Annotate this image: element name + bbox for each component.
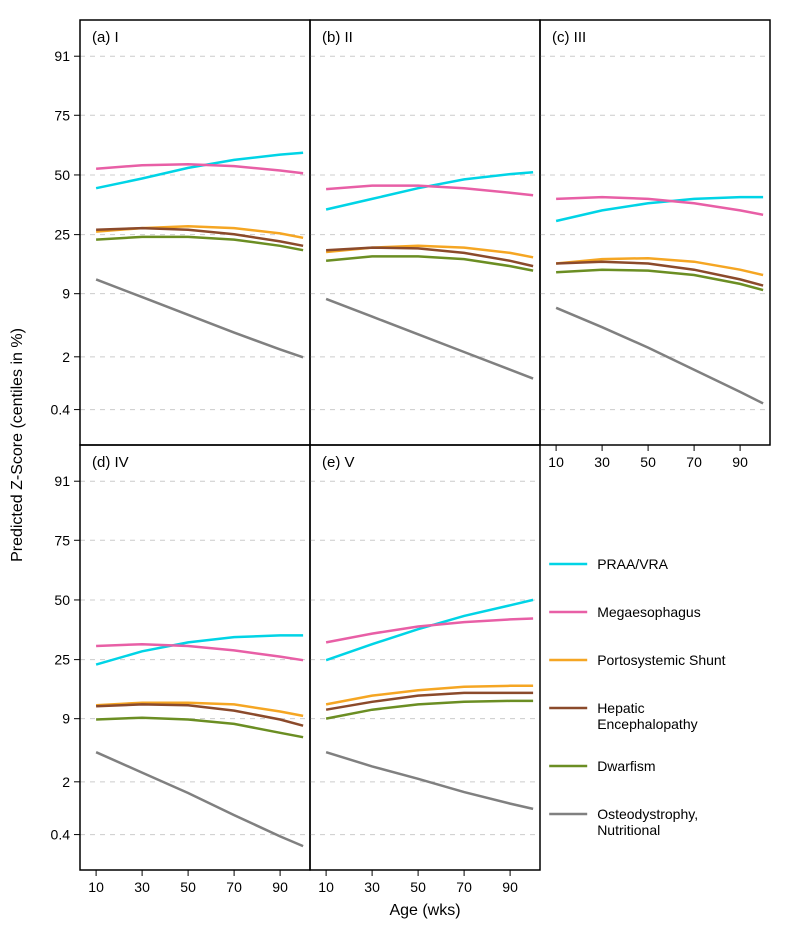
x-tick-label: 70: [226, 879, 242, 895]
y-tick-label: 50: [54, 592, 70, 608]
legend-label-hep: Hepatic: [597, 700, 644, 716]
y-tick-label: 75: [54, 532, 70, 548]
x-tick-label: 30: [594, 454, 610, 470]
y-axis-title: Predicted Z-Score (centiles in %): [9, 328, 26, 562]
y-tick-label: 91: [54, 48, 70, 64]
legend-label-dwarf: Dwarfism: [597, 758, 655, 774]
x-tick-label: 10: [318, 879, 334, 895]
legend-label-mega: Megaesophagus: [597, 604, 701, 620]
y-tick-label: 75: [54, 107, 70, 123]
y-tick-label: 91: [54, 473, 70, 489]
x-tick-label: 90: [732, 454, 748, 470]
x-tick-label: 70: [686, 454, 702, 470]
panel-label-c: (c) III: [552, 29, 586, 46]
panel-label-e: (e) V: [322, 454, 355, 471]
panel-label-b: (b) II: [322, 29, 353, 46]
y-tick-label: 9: [62, 286, 70, 302]
y-tick-label: 25: [54, 652, 70, 668]
legend-label-port: Portosystemic Shunt: [597, 652, 725, 668]
y-tick-label: 0.4: [51, 827, 71, 843]
legend-label-osteo: Osteodystrophy,: [597, 806, 698, 822]
y-tick-label: 9: [62, 711, 70, 727]
x-axis-title: Age (wks): [389, 902, 460, 919]
y-tick-label: 0.4: [51, 402, 71, 418]
legend-label-hep: Encephalopathy: [597, 716, 697, 732]
x-tick-label: 10: [88, 879, 104, 895]
chart-figure: (a) I 0.4 2 9 25 50 75 91 (b) II (c) III 10 30 50 70 9…: [0, 0, 787, 927]
x-tick-label: 50: [180, 879, 196, 895]
x-tick-label: 50: [640, 454, 656, 470]
y-tick-label: 50: [54, 167, 70, 183]
x-tick-label: 50: [410, 879, 426, 895]
x-tick-label: 70: [456, 879, 472, 895]
chart-svg: (a) I 0.4 2 9 25 50 75 91 (b) II (c) III 10 30 50 70 9…: [0, 0, 787, 927]
panel-label-a: (a) I: [92, 29, 119, 46]
x-tick-label: 90: [272, 879, 288, 895]
legend-label-praa: PRAA/VRA: [597, 556, 668, 572]
x-tick-label: 30: [134, 879, 150, 895]
x-tick-label: 90: [502, 879, 518, 895]
y-tick-label: 2: [62, 349, 70, 365]
panel-label-d: (d) IV: [92, 454, 129, 471]
legend-label-osteo: Nutritional: [597, 822, 660, 838]
y-tick-label: 2: [62, 774, 70, 790]
x-tick-label: 10: [548, 454, 564, 470]
y-tick-label: 25: [54, 227, 70, 243]
x-tick-label: 30: [364, 879, 380, 895]
